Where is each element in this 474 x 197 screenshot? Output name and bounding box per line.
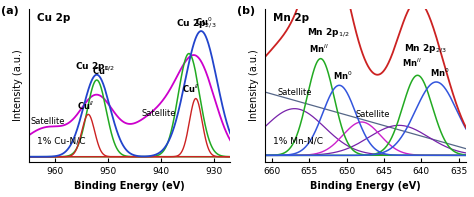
Text: Cu 2p$_{1/2}$: Cu 2p$_{1/2}$ [75,61,115,73]
Text: Mn 2p: Mn 2p [273,13,309,23]
Text: Mn$^{0}$: Mn$^{0}$ [333,70,353,82]
Text: (a): (a) [1,6,18,16]
Text: Mn$^{II}$: Mn$^{II}$ [309,43,328,55]
Text: Cu 2p: Cu 2p [37,13,70,23]
Text: Satellite: Satellite [141,109,176,118]
Text: Cu$^{0}$: Cu$^{0}$ [195,16,212,28]
Text: Cu 2p$_{2/3}$: Cu 2p$_{2/3}$ [175,17,216,30]
Text: Satellite: Satellite [30,117,65,126]
Text: Mn$^{0}$: Mn$^{0}$ [430,66,450,79]
Text: Satellite: Satellite [356,110,390,119]
Text: 1% Mn-N/C: 1% Mn-N/C [273,137,323,146]
X-axis label: Binding Energy (eV): Binding Energy (eV) [74,181,185,191]
Y-axis label: Intensity (a.u.): Intensity (a.u.) [13,49,23,121]
Text: Cu$^{II}$: Cu$^{II}$ [77,99,95,112]
Text: Mn$^{II}$: Mn$^{II}$ [402,56,422,69]
Text: 1% Cu-N/C: 1% Cu-N/C [37,137,85,146]
Text: (b): (b) [237,6,255,16]
Text: Satellite: Satellite [277,88,312,97]
Text: Cu$^{II}$: Cu$^{II}$ [182,82,199,95]
X-axis label: Binding Energy (eV): Binding Energy (eV) [310,181,421,191]
Text: Cu$^{0}$: Cu$^{0}$ [91,65,109,77]
Y-axis label: Intensity (a.u.): Intensity (a.u.) [249,49,259,121]
Text: Mn 2p$_{2/3}$: Mn 2p$_{2/3}$ [403,43,447,55]
Text: Mn 2p$_{1/2}$: Mn 2p$_{1/2}$ [307,26,349,39]
